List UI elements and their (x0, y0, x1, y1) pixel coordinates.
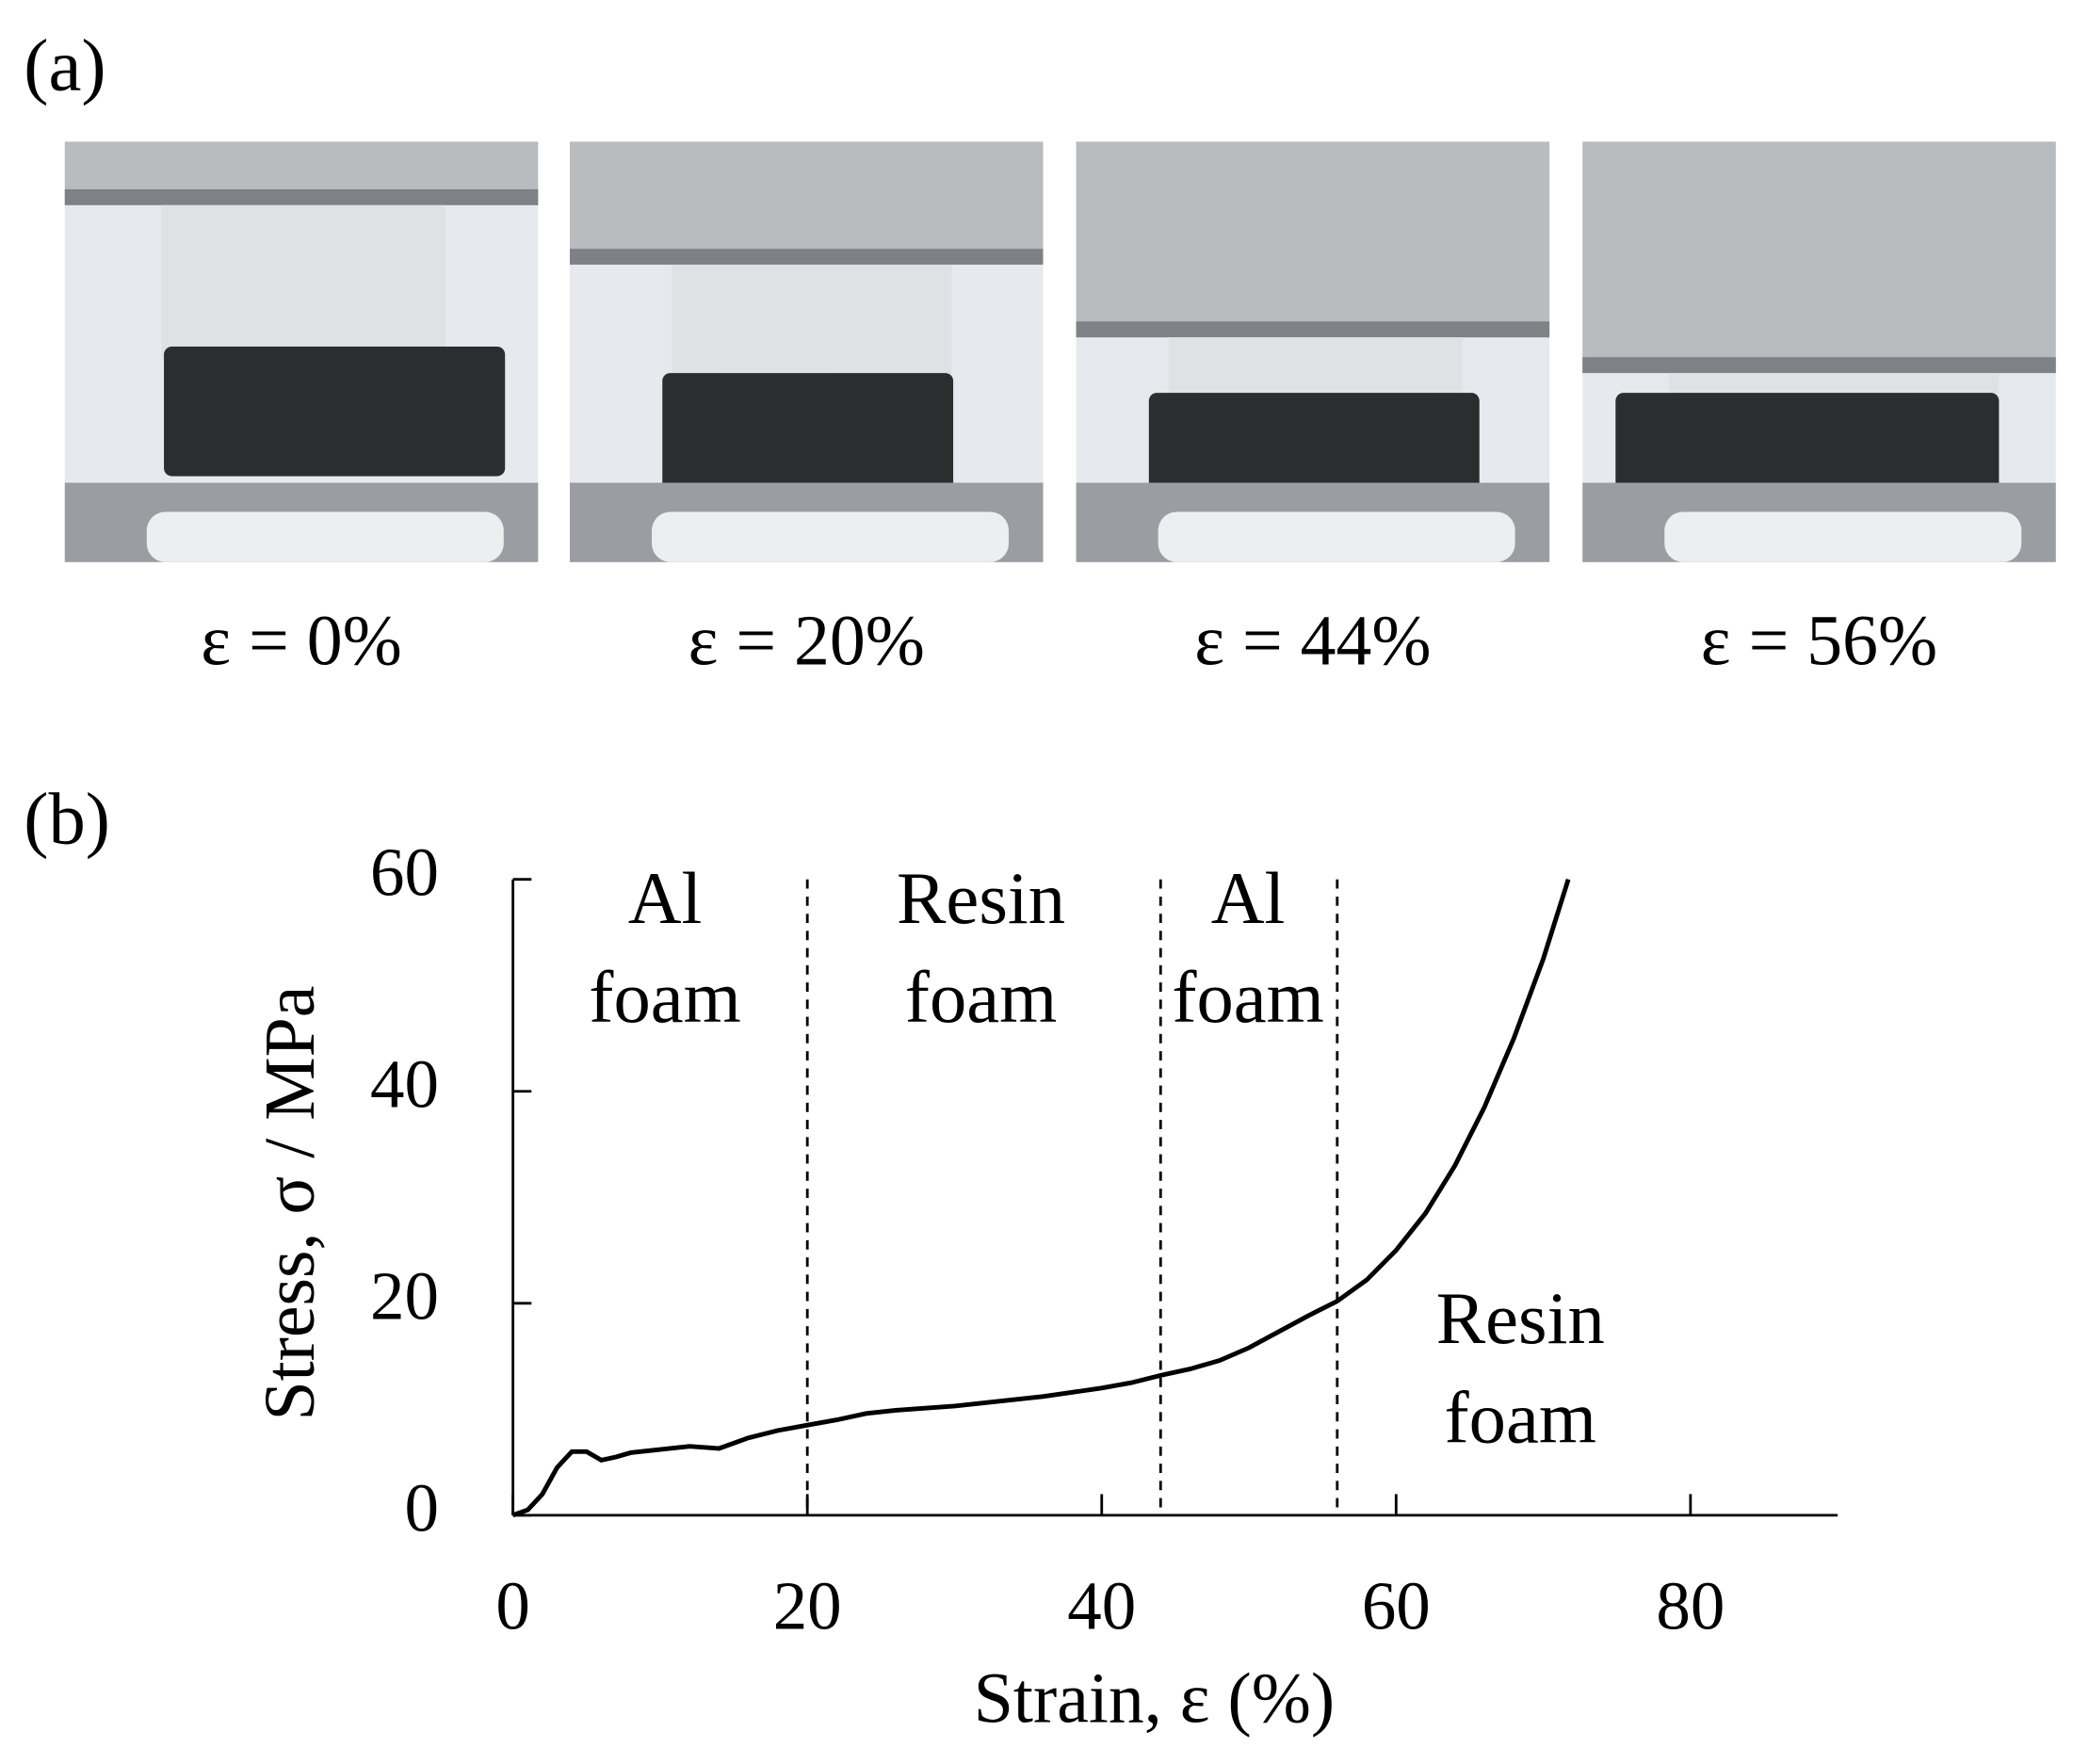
photo (1076, 141, 1550, 562)
panel-label: (a) (24, 24, 105, 106)
pedestal (146, 511, 504, 562)
al-foam (1148, 393, 1480, 493)
x-tick-label: 0 (495, 1567, 530, 1643)
pedestal (1158, 511, 1515, 562)
pedestal (1664, 511, 2022, 562)
platen-edge (64, 188, 539, 205)
x-tick-label: 20 (773, 1567, 842, 1643)
region-label: Resin (897, 858, 1065, 940)
platen-edge (1076, 321, 1550, 338)
resin-foam (161, 204, 446, 361)
region-label: Resin (1436, 1278, 1605, 1360)
region-label: Al (1211, 858, 1286, 940)
stress-strain-curve (511, 878, 1571, 1518)
y-tick-label: 60 (370, 833, 439, 910)
x-tick-label: 40 (1067, 1567, 1136, 1643)
upper-platen (1076, 141, 1550, 338)
region-label: foam (1172, 957, 1324, 1039)
photo-caption: ε = 20% (688, 601, 925, 680)
al-foam (1615, 393, 2000, 493)
al-foam (164, 347, 506, 477)
photo-caption: ε = 44% (1194, 601, 1431, 680)
panel-label: (b) (24, 779, 110, 861)
y-tick-label: 40 (370, 1046, 439, 1123)
region-label: foam (1445, 1377, 1597, 1459)
region-label: foam (905, 957, 1057, 1039)
upper-platen (569, 141, 1044, 265)
photo (1582, 141, 2056, 562)
photo-caption: ε = 0% (201, 601, 401, 680)
platen-edge (1582, 357, 2056, 374)
resin-foam (672, 264, 952, 387)
pedestal (652, 511, 1010, 562)
al-foam (662, 373, 954, 516)
y-tick-label: 20 (370, 1258, 439, 1335)
region-label: Al (628, 858, 703, 940)
x-tick-label: 60 (1362, 1567, 1431, 1643)
y-tick-label: 0 (405, 1470, 440, 1546)
x-axis-label: Strain, ε (%) (974, 1659, 1335, 1738)
upper-platen (1582, 141, 2056, 374)
photo (569, 141, 1044, 562)
y-axis-label: Stress, σ / MPa (251, 986, 330, 1421)
photo-caption: ε = 56% (1701, 601, 1937, 680)
platen-edge (569, 249, 1044, 265)
photo (64, 141, 539, 562)
region-label: foam (589, 957, 741, 1039)
x-tick-label: 80 (1656, 1567, 1725, 1643)
